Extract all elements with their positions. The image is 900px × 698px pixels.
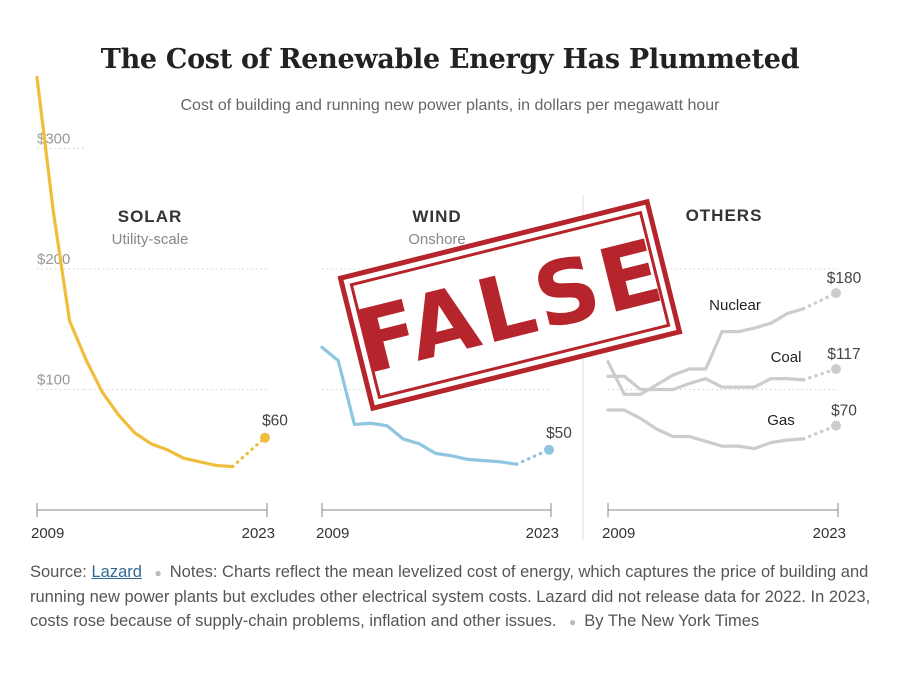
chart-subtitle: Cost of building and running new power p… [180,97,720,114]
separator-dot: ● [569,615,577,629]
series-gap-line [801,424,838,441]
series-gap-line [230,436,267,469]
chart-title: The Cost of Renewable Energy Has Plummet… [100,44,800,75]
chart-area: $100 $200 $300 SOLAR Utility-scale 2009 2023 $6… [31,75,862,542]
panel-subtitle: Utility-scale [112,231,189,248]
x-tick-label: 2009 [316,525,349,542]
x-tick-label: 2023 [526,525,559,542]
x-tick-label: 2009 [31,525,64,542]
end-value-label: $117 [827,346,860,363]
series-line-nuclear [606,307,806,396]
stamp-inner-border [349,210,671,400]
series-line-solar [35,75,235,469]
panel-title-others: OTHERS [686,206,763,225]
series-label-gas: Gas [767,412,795,429]
wind-panel: WIND Onshore 2009 2023 $50 [316,207,572,542]
notes: Source: Lazard ● Notes: Charts reflect th… [30,560,880,634]
source-link[interactable]: Lazard [91,563,142,581]
series-line-coal [606,374,806,392]
x-tick-label: 2023 [242,525,275,542]
series-gap-line [801,291,838,311]
end-value-label: $60 [262,413,288,430]
false-stamp: FALSE [337,198,683,412]
end-value-label: $70 [831,403,857,420]
x-tick-label: 2009 [602,525,635,542]
notes-text: Notes: Charts reflect the mean levelized… [30,563,871,630]
panel-title-wind: WIND [412,207,461,226]
end-point [831,364,841,375]
byline: By The New York Times [584,612,760,630]
solar-panel: $100 $200 $300 SOLAR Utility-scale 2009 2023 $6… [31,75,288,542]
series-line-gas [606,408,806,451]
end-point [831,420,841,431]
end-point [544,444,554,455]
series-gap-line [801,367,838,382]
end-value-label: $50 [546,425,572,442]
y-tick-label: $300 [37,131,70,148]
end-value-label: $180 [827,270,862,287]
series-label-nuclear: Nuclear [709,297,761,314]
series-label-coal: Coal [771,349,802,366]
series-line-wind [320,345,519,466]
source-label: Source: [30,563,87,581]
end-point [831,288,841,299]
y-tick-label: $200 [37,251,70,268]
y-tick-label: $100 [37,372,70,389]
stamp-outer-border [337,198,683,412]
panel-subtitle: Onshore [408,231,466,248]
panel-title-solar: SOLAR [118,207,183,226]
x-tick-label: 2023 [813,525,846,542]
end-point [260,432,270,443]
series-gap-line [514,448,551,466]
others-panel: OTHERS 2009 2023 $180 Nuclear $117 Coal $70 Gas [582,195,862,542]
separator-dot: ● [154,566,162,580]
